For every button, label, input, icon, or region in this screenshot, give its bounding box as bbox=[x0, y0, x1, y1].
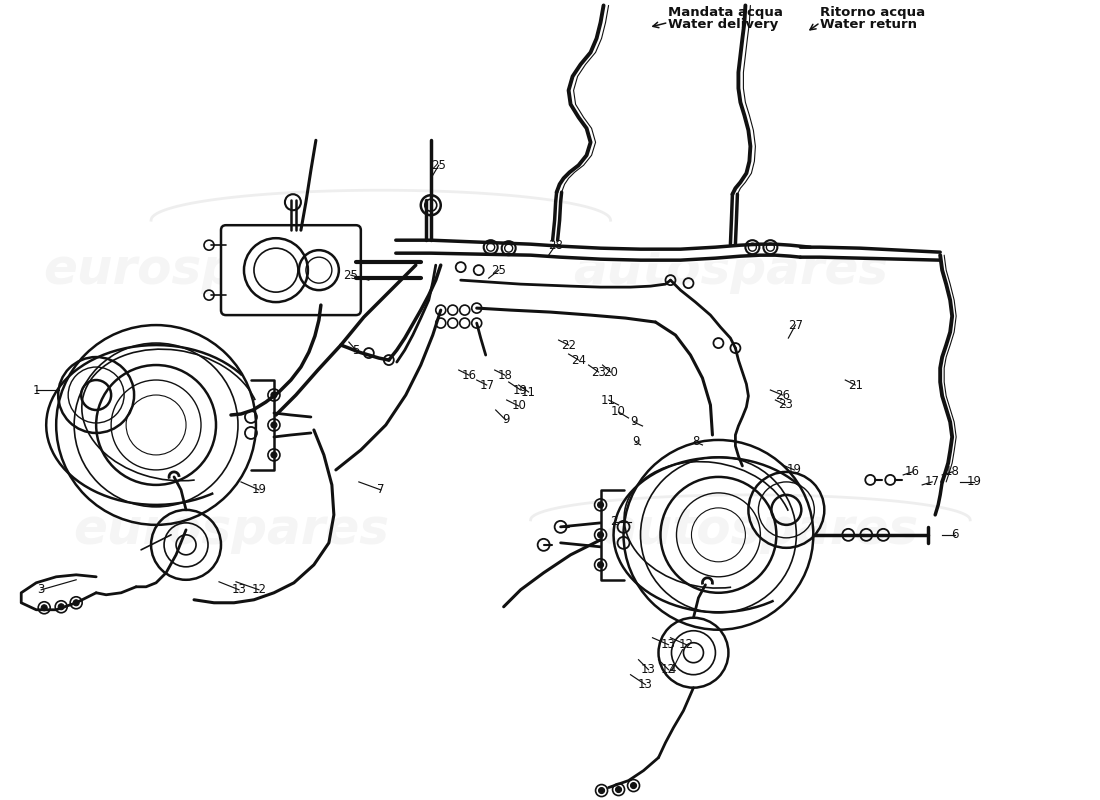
Text: 8: 8 bbox=[692, 435, 700, 449]
Circle shape bbox=[597, 502, 604, 508]
Text: 11: 11 bbox=[521, 386, 536, 398]
Text: 19: 19 bbox=[967, 475, 981, 489]
Circle shape bbox=[597, 532, 604, 538]
Text: 13: 13 bbox=[231, 583, 246, 596]
Text: 16: 16 bbox=[461, 369, 476, 382]
Text: 13: 13 bbox=[641, 663, 656, 676]
Text: 9: 9 bbox=[502, 414, 509, 426]
Circle shape bbox=[74, 600, 79, 606]
Text: 23: 23 bbox=[591, 366, 606, 378]
Text: Mandata acqua: Mandata acqua bbox=[669, 6, 783, 19]
Text: 12: 12 bbox=[252, 583, 266, 596]
Text: 25: 25 bbox=[431, 158, 447, 172]
Circle shape bbox=[41, 605, 47, 610]
Circle shape bbox=[630, 782, 637, 789]
Text: autospares: autospares bbox=[573, 246, 888, 294]
Text: 17: 17 bbox=[925, 475, 939, 489]
Text: 13: 13 bbox=[661, 638, 675, 651]
Text: 12: 12 bbox=[679, 638, 694, 651]
Circle shape bbox=[271, 422, 277, 428]
Circle shape bbox=[597, 562, 604, 568]
Text: 10: 10 bbox=[612, 406, 626, 418]
Text: Water return: Water return bbox=[821, 18, 917, 31]
Text: 19: 19 bbox=[786, 463, 802, 477]
Text: 24: 24 bbox=[571, 354, 586, 366]
Text: 9: 9 bbox=[631, 435, 639, 449]
Text: 18: 18 bbox=[497, 369, 513, 382]
Text: 4: 4 bbox=[669, 663, 676, 676]
Text: 27: 27 bbox=[788, 318, 803, 331]
Text: 5: 5 bbox=[352, 343, 360, 357]
Text: 12: 12 bbox=[661, 663, 676, 676]
Circle shape bbox=[598, 787, 605, 794]
Text: 19: 19 bbox=[514, 383, 528, 397]
Text: eurospares: eurospares bbox=[43, 246, 359, 294]
Text: 25: 25 bbox=[492, 264, 506, 277]
Text: Water delivery: Water delivery bbox=[669, 18, 779, 31]
Text: 28: 28 bbox=[548, 238, 563, 252]
Text: 19: 19 bbox=[252, 483, 266, 496]
Text: 17: 17 bbox=[480, 378, 494, 391]
Text: 16: 16 bbox=[904, 466, 920, 478]
Circle shape bbox=[616, 786, 622, 793]
Text: 6: 6 bbox=[952, 528, 959, 542]
Text: 10: 10 bbox=[512, 399, 526, 413]
Circle shape bbox=[271, 452, 277, 458]
Text: 20: 20 bbox=[603, 366, 618, 378]
Circle shape bbox=[271, 392, 277, 398]
Text: 2: 2 bbox=[609, 515, 617, 528]
Text: 25: 25 bbox=[343, 269, 359, 282]
Text: 18: 18 bbox=[945, 466, 959, 478]
FancyBboxPatch shape bbox=[221, 225, 361, 315]
Text: 22: 22 bbox=[561, 338, 576, 351]
Circle shape bbox=[58, 604, 64, 610]
Text: 23: 23 bbox=[778, 398, 793, 411]
Text: 7: 7 bbox=[377, 483, 385, 496]
Text: 1: 1 bbox=[33, 383, 40, 397]
Text: 9: 9 bbox=[630, 415, 637, 429]
Text: 13: 13 bbox=[638, 678, 653, 691]
Text: Ritorno acqua: Ritorno acqua bbox=[821, 6, 925, 19]
Text: autospares: autospares bbox=[603, 506, 917, 554]
Text: 26: 26 bbox=[774, 389, 790, 402]
Text: 11: 11 bbox=[601, 394, 616, 406]
Text: eurospares: eurospares bbox=[73, 506, 389, 554]
Text: 3: 3 bbox=[37, 583, 45, 596]
Text: 21: 21 bbox=[848, 378, 862, 391]
